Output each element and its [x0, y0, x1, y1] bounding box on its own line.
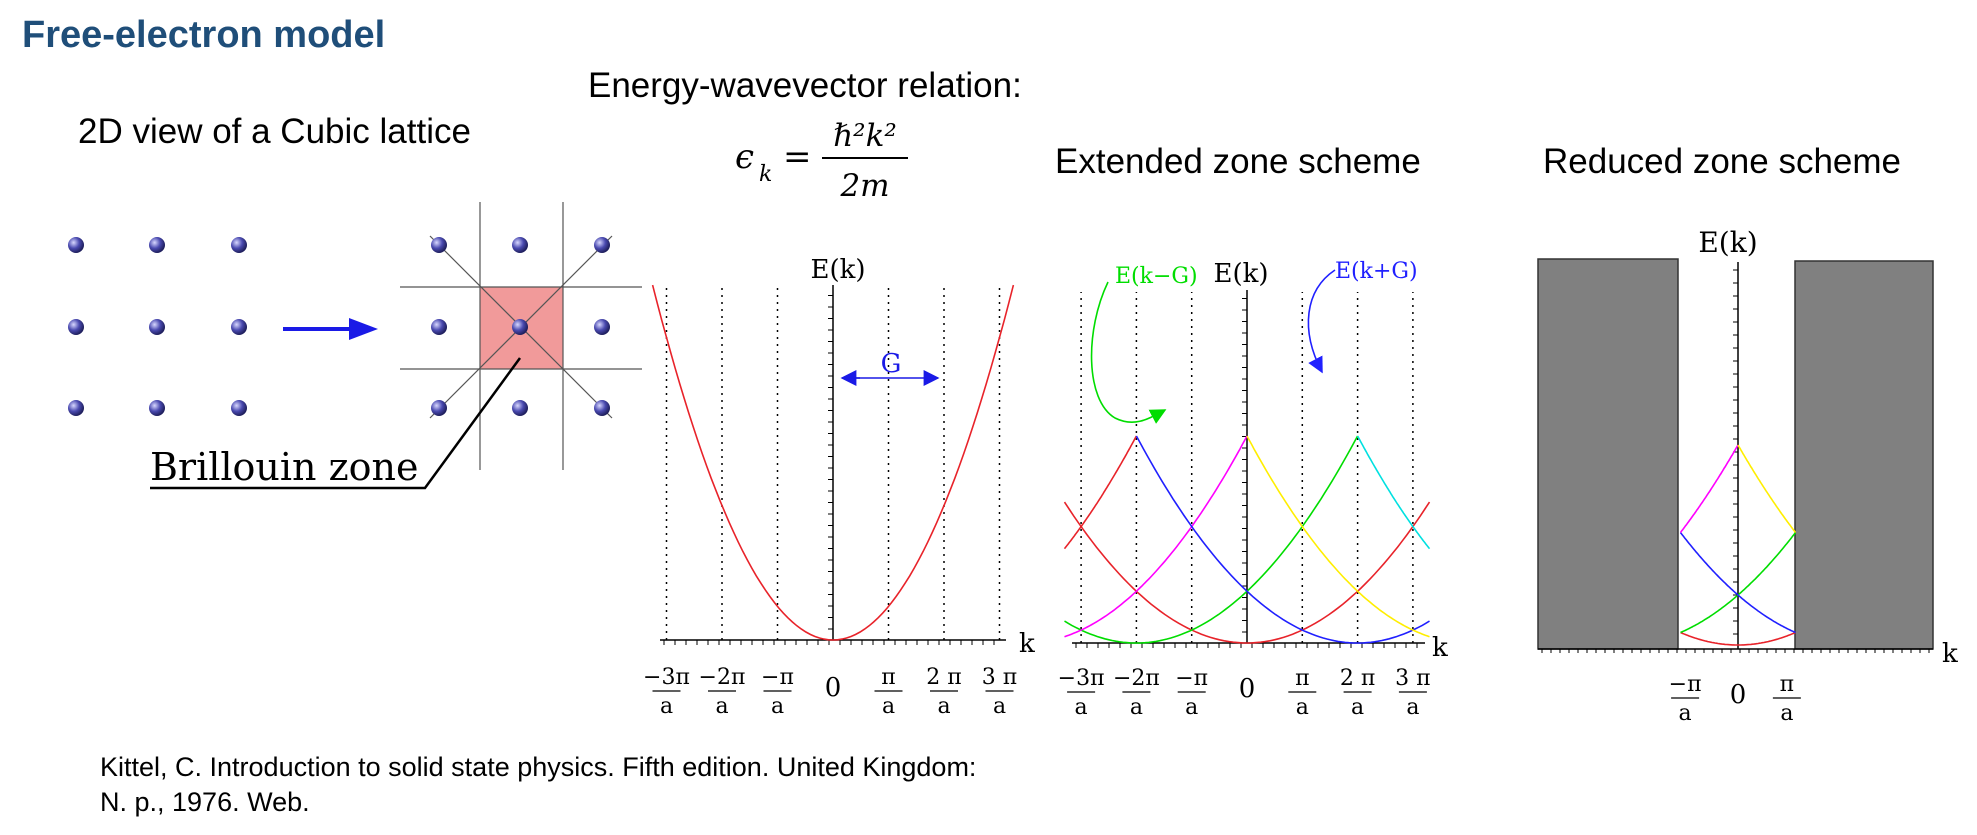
free-tick-numerator: 3 π: [982, 665, 1017, 690]
lattice-atom: [231, 400, 247, 416]
extended-tick-numerator: −2π: [1113, 666, 1160, 691]
reduced-tick-denominator: a: [1679, 701, 1692, 726]
lattice-atom: [594, 319, 610, 335]
lattice-atom: [231, 237, 247, 253]
slide-title: Free-electron model: [22, 14, 386, 56]
lattice-atom: [231, 319, 247, 335]
transform-arrow-head: [349, 318, 378, 340]
reduced-zone-panel: E(k)k−πa0 πa: [1537, 226, 1958, 726]
band-3-right: [1737, 444, 1797, 533]
reduced-tick-numerator: −π: [1669, 672, 1702, 697]
lattice-atom: [594, 400, 610, 416]
relation-heading: Energy-wavevector relation:: [588, 66, 1022, 105]
free-tick-denominator: a: [937, 694, 950, 719]
reduced-tick-numerator: π: [1780, 672, 1794, 697]
lattice-atom: [512, 237, 528, 253]
formula-denominator: 2m: [839, 168, 889, 203]
reduced-tick-zero: 0: [1730, 680, 1747, 710]
parabola-k-minus-2g: [1064, 435, 1248, 638]
lattice-atom: [68, 319, 84, 335]
free-tick-denominator: a: [993, 694, 1006, 719]
free-y-label: E(k): [810, 255, 865, 285]
band-2-right: [1679, 532, 1796, 634]
extended-tick-numerator: 2 π: [1340, 666, 1375, 691]
extended-x-label: k: [1432, 633, 1448, 663]
brillouin-zone-label: Brillouin zone: [150, 445, 418, 489]
extended-tick-denominator: a: [1185, 695, 1198, 720]
lattice-heading: 2D view of a Cubic lattice: [78, 112, 471, 151]
lattice-atom: [431, 400, 447, 416]
formula-subscript: k: [759, 162, 772, 187]
label-e-k-minus-g: E(k−G): [1115, 264, 1198, 289]
lattice-atom: [149, 237, 165, 253]
lattice-atom: [149, 400, 165, 416]
lattice-atom: [149, 319, 165, 335]
lattice-atom: [594, 237, 610, 253]
free-tick-numerator: −3π: [643, 665, 690, 690]
extended-zone-heading: Extended zone scheme: [1055, 142, 1421, 181]
extended-tick-numerator: 3 π: [1395, 666, 1430, 691]
reduced-zone-heading: Reduced zone scheme: [1543, 142, 1901, 181]
extended-tick-numerator: −π: [1175, 666, 1208, 691]
extended-tick-denominator: a: [1130, 695, 1143, 720]
arrow-e-k-plus-g: [1307, 269, 1336, 374]
zone-pointer-line: [150, 357, 522, 490]
simple-lattice: [68, 237, 247, 416]
formula-numerator: ℏ²k²: [833, 118, 897, 154]
parabola-k-plus-g: [1135, 435, 1430, 644]
reduced-x-label: k: [1942, 639, 1958, 669]
lattice-atom: [68, 237, 84, 253]
extended-tick-denominator: a: [1351, 695, 1364, 720]
extended-tick-denominator: a: [1075, 695, 1088, 720]
free-electron-panel: E(k)kG−3πa−2πa−πa0 πa2 πa3 πa: [643, 255, 1035, 719]
g-label: G: [881, 349, 902, 379]
extended-y-label: E(k): [1213, 259, 1268, 289]
shaded-region-right: [1794, 260, 1934, 650]
free-tick-denominator: a: [771, 694, 784, 719]
extended-tick-zero: 0: [1239, 674, 1256, 704]
formula-lhs: ϵ: [735, 137, 754, 177]
parabola-k: [1063, 501, 1431, 644]
band-1: [1680, 631, 1796, 646]
formula-equals: =: [783, 137, 812, 177]
wigner-seitz-lattice: [400, 202, 642, 470]
free-tick-numerator: π: [881, 665, 895, 690]
reduced-tick-denominator: a: [1780, 701, 1793, 726]
label-e-k-plus-g: E(k+G): [1335, 259, 1418, 284]
extended-tick-numerator: π: [1295, 666, 1309, 691]
free-tick-numerator: −2π: [699, 665, 746, 690]
lattice-atom: [512, 319, 528, 335]
citation-line-1: Kittel, C. Introduction to solid state p…: [100, 752, 977, 782]
lattice-atom: [431, 319, 447, 335]
citation-line-2: N. p., 1976. Web.: [100, 787, 310, 817]
lattice-atom: [512, 400, 528, 416]
parabola-k-plus-2g: [1246, 435, 1430, 638]
lattice-atom: [68, 400, 84, 416]
arrow-e-k-minus-g: [1090, 281, 1167, 424]
citation: Kittel, C. Introduction to solid state p…: [100, 750, 976, 820]
free-tick-denominator: a: [660, 694, 673, 719]
free-x-label: k: [1019, 629, 1035, 659]
free-tick-numerator: −π: [761, 665, 794, 690]
free-tick-zero: 0: [825, 673, 842, 703]
band-3-left: [1679, 444, 1739, 533]
shaded-region-left: [1537, 258, 1679, 650]
dispersion-formula: ϵ k = ℏ²k² 2m: [735, 118, 908, 203]
extended-zone-panel: E(k)kE(k−G) E(k+G)−3πa−2πa−πa0 πa2 πa3 πa: [1058, 259, 1448, 720]
parabola-k-minus-g: [1064, 435, 1359, 644]
free-tick-numerator: 2 π: [926, 665, 961, 690]
free-tick-denominator: a: [715, 694, 728, 719]
free-tick-denominator: a: [882, 694, 895, 719]
lattice-atom: [431, 237, 447, 253]
extended-tick-denominator: a: [1296, 695, 1309, 720]
parabola-k-minus-3g: [1063, 435, 1138, 550]
extended-tick-denominator: a: [1406, 695, 1419, 720]
parabola-k: [651, 284, 1015, 641]
parabola-k-plus-3g: [1356, 435, 1431, 550]
extended-tick-numerator: −3π: [1058, 666, 1105, 691]
reduced-y-label: E(k): [1698, 226, 1757, 259]
